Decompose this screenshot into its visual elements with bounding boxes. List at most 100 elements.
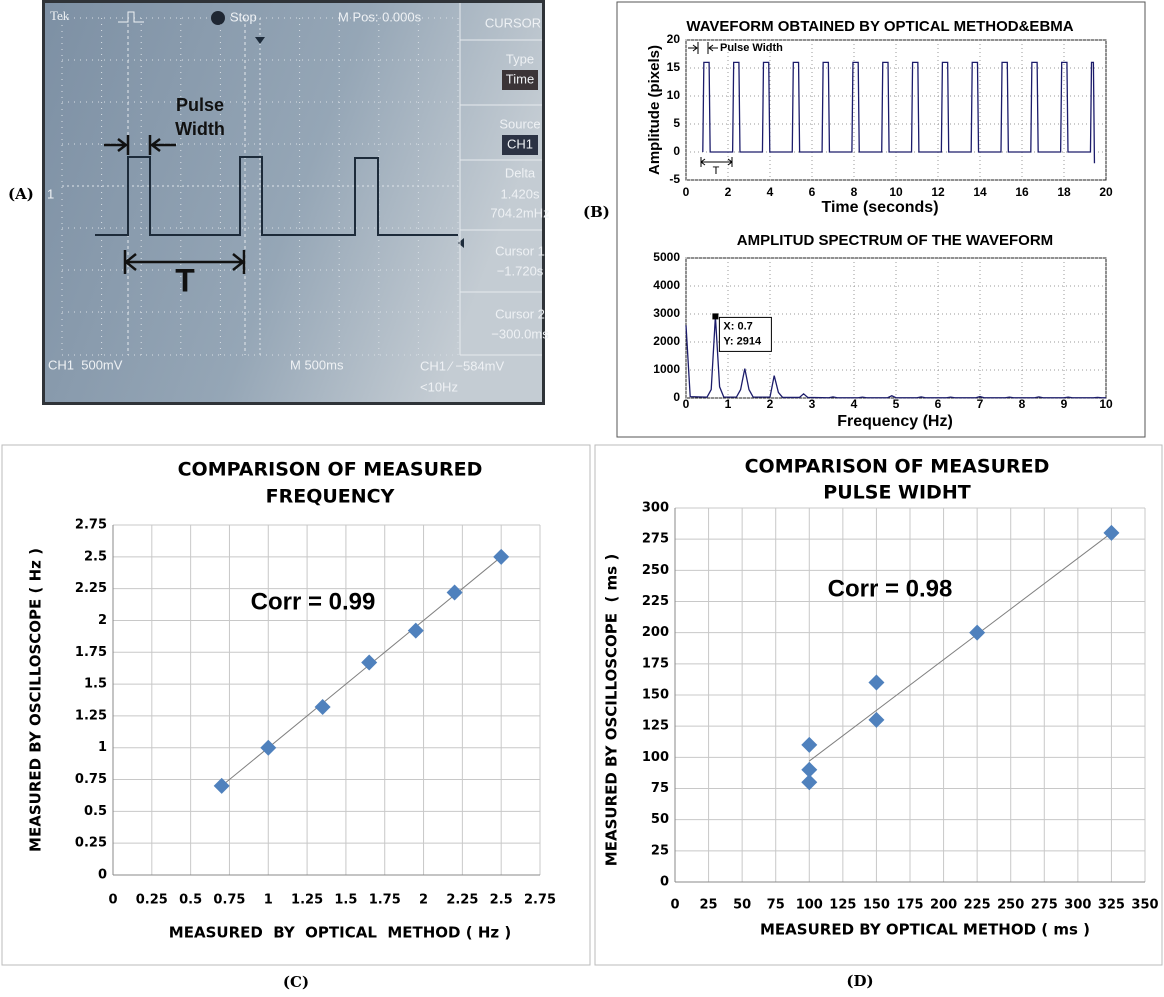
data-point	[493, 548, 510, 565]
panel-label: (C)	[283, 973, 309, 991]
x-tick-label: 2	[725, 185, 732, 199]
chart: 0 0.25 0.5 0.75 1 1.25 1.5 1.75 2 2.25 2.5 2.75 0 0.2…	[27, 459, 557, 942]
y-tick-label: 50	[651, 812, 669, 827]
annotation: Pulse	[176, 95, 224, 115]
x-tick-label: 6	[809, 185, 816, 199]
channel-marker: 1	[47, 186, 54, 201]
y-tick-label: 5	[673, 116, 680, 130]
y-tick-label: 150	[642, 688, 669, 703]
x-tick-label: 2.75	[524, 893, 556, 908]
scope-state: Stop	[230, 9, 257, 24]
y-tick-label: 2	[98, 613, 107, 628]
data-point	[407, 622, 424, 639]
x-tick-label: 1	[725, 397, 732, 411]
scope-channel: CH1 500mV	[48, 357, 123, 372]
y-tick-label: 0	[660, 875, 669, 890]
x-tick-label: 100	[796, 898, 823, 913]
menu-value: CH1	[507, 136, 533, 151]
x-tick-label: 7	[977, 397, 984, 411]
menu-label: Cursor 2	[495, 306, 545, 321]
scope-waveform	[95, 156, 458, 236]
chart: 0 25 50 75 100 125 150 175 200 225 250 275 300 325 350…	[603, 456, 1159, 939]
y-tick-label: 25	[651, 843, 669, 858]
y-tick-label: 225	[642, 594, 669, 609]
scope-filter: <10Hz	[420, 379, 458, 394]
y-tick-label: 1.5	[84, 677, 107, 692]
datatip-box	[718, 316, 772, 352]
y-axis-label: MEASURED BY OSCILLOSCOPE ( ms )	[603, 554, 621, 866]
x-tick-label: 0	[683, 397, 690, 411]
x-tick-label: 1.75	[369, 893, 401, 908]
y-tick-label: 0.75	[75, 772, 107, 787]
y-tick-label: 0.25	[75, 836, 107, 851]
trendline	[808, 532, 1112, 762]
x-axis-label: MEASURED BY OPTICAL METHOD ( Hz )	[169, 924, 511, 942]
data-point	[801, 761, 818, 778]
state-dot	[211, 11, 225, 25]
y-tick-label: 275	[642, 532, 669, 547]
chart-title: COMPARISON OF MEASURED	[745, 456, 1050, 478]
y-tick-label: 20	[667, 32, 681, 46]
chart: 0 1 2 3 4 5 6 7 8 9 10 0 1000 2000 3000 4000 5000 AMPLITU…	[653, 232, 1113, 430]
y-tick-label: 75	[651, 781, 669, 796]
data-point	[260, 739, 277, 756]
menu-highlight	[502, 135, 538, 155]
panel-frame	[1, 444, 591, 966]
y-tick-label: 2.5	[84, 549, 107, 564]
x-tick-label: 50	[733, 898, 751, 913]
y-tick-label: 1	[98, 740, 107, 755]
y-tick-label: 250	[642, 563, 669, 578]
x-tick-label: 125	[829, 898, 856, 913]
x-tick-label: 250	[997, 898, 1024, 913]
menu-value: 1.420s	[500, 186, 540, 201]
menu-value: −1.720s	[497, 263, 544, 278]
y-axis-label: Amplitude (pixels)	[646, 45, 663, 175]
y-tick-label: 2.75	[75, 518, 107, 533]
x-axis-label: Time (seconds)	[821, 199, 938, 216]
chart-title: PULSE WIDHT	[823, 482, 970, 504]
x-tick-label: 175	[896, 898, 923, 913]
x-tick-label: 6	[935, 397, 942, 411]
scope-trigger: CH1 ∕ −584mV	[420, 358, 505, 373]
data-point	[1103, 524, 1120, 541]
y-tick-label: 0	[98, 868, 107, 883]
data-point	[361, 654, 378, 671]
x-tick-label: 16	[1015, 185, 1029, 199]
panel-label: (A)	[8, 185, 34, 203]
x-tick-label: 10	[1099, 397, 1113, 411]
y-tick-label: 3000	[653, 306, 680, 320]
panel-frame	[616, 1, 1146, 438]
data-point	[969, 624, 986, 641]
y-tick-label: 2.25	[75, 581, 107, 596]
x-tick-label: 325	[1098, 898, 1125, 913]
scope-position: M Pos: 0.000s	[338, 9, 422, 24]
y-tick-label: 300	[642, 501, 669, 516]
x-tick-label: 300	[1064, 898, 1091, 913]
y-tick-label: 200	[642, 625, 669, 640]
scope-brand: Tek	[50, 8, 70, 23]
trigger-icon	[118, 11, 144, 23]
y-tick-label: 10	[667, 88, 681, 102]
datatip-marker	[712, 313, 719, 320]
chart-title: WAVEFORM OBTAINED BY OPTICAL METHOD&EBMA	[686, 18, 1073, 35]
data-point	[868, 711, 885, 728]
menu-label: Source	[499, 116, 540, 131]
y-tick-label: 15	[667, 60, 681, 74]
chart-title: AMPLITUD SPECTRUM OF THE WAVEFORM	[737, 232, 1053, 249]
y-tick-label: 1.25	[75, 708, 107, 723]
x-tick-label: 1	[264, 893, 273, 908]
x-tick-label: 350	[1131, 898, 1158, 913]
menu-value: 704.2mHz	[490, 205, 549, 220]
x-tick-label: 25	[700, 898, 718, 913]
x-axis-label: Frequency (Hz)	[837, 413, 953, 430]
x-tick-label: 0	[683, 185, 690, 199]
pulse-width-arrows	[104, 135, 246, 274]
trigger-level	[458, 238, 464, 248]
x-tick-label: 4	[851, 397, 858, 411]
y-tick-label: 2000	[653, 334, 680, 348]
x-tick-label: 20	[1099, 185, 1113, 199]
datatip-label: X: 0.7	[723, 320, 752, 332]
x-tick-label: 14	[973, 185, 987, 199]
